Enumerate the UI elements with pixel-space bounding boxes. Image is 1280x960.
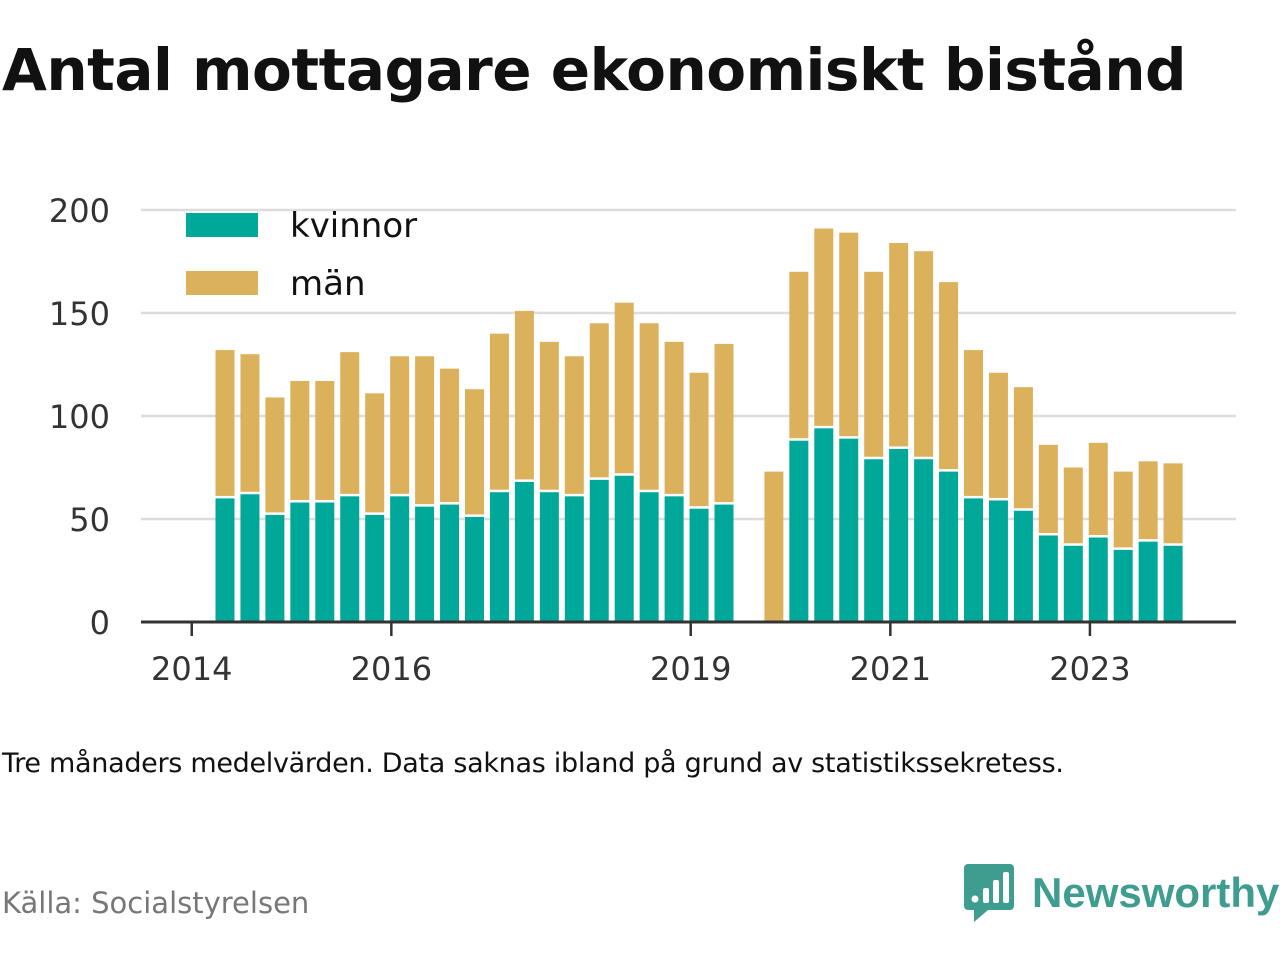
bar-man bbox=[240, 354, 260, 492]
bar-kvinnor bbox=[340, 496, 360, 622]
bar-kvinnor bbox=[614, 475, 634, 622]
bar-kvinnor bbox=[714, 504, 734, 622]
x-tick-label: 2016 bbox=[351, 650, 432, 688]
bar-man bbox=[814, 228, 834, 426]
bar-kvinnor bbox=[539, 492, 559, 622]
chart-title: Antal mottagare ekonomiskt bistånd bbox=[2, 36, 1187, 104]
bar-kvinnor bbox=[564, 496, 584, 622]
bar-man bbox=[964, 350, 983, 496]
bar-man bbox=[265, 397, 285, 513]
x-tick-label: 2021 bbox=[850, 650, 931, 688]
bar-kvinnor bbox=[465, 516, 484, 622]
bar-man bbox=[514, 310, 534, 480]
bar-man bbox=[589, 323, 609, 478]
legend-label: män bbox=[290, 264, 366, 304]
brand-name: Newsworthy bbox=[1032, 869, 1280, 916]
bar-man bbox=[639, 323, 659, 490]
bar-man bbox=[839, 232, 859, 437]
bar-kvinnor bbox=[1063, 545, 1083, 622]
bar-man bbox=[689, 372, 709, 507]
bar-man bbox=[939, 282, 959, 470]
bar-kvinnor bbox=[1113, 549, 1133, 622]
bar-man bbox=[1113, 471, 1133, 548]
bar-man bbox=[864, 271, 884, 457]
bar-kvinnor bbox=[415, 506, 435, 622]
bar-kvinnor bbox=[365, 514, 385, 622]
bar-man bbox=[889, 242, 909, 447]
bar-kvinnor bbox=[440, 504, 460, 622]
legend: kvinnor män bbox=[186, 206, 417, 304]
x-tick-label: 2019 bbox=[650, 650, 731, 688]
bar-man bbox=[365, 393, 385, 513]
bar-man bbox=[1063, 467, 1083, 544]
bar-man bbox=[539, 341, 559, 490]
bar-kvinnor bbox=[1088, 537, 1108, 622]
axes: 0 50 100 150 200 2014 2016 2019 2021 2023 bbox=[49, 192, 1236, 688]
stacked-bar-chart: 0 50 100 150 200 2014 2016 2019 2021 2023 kvinnor… bbox=[49, 192, 1236, 688]
x-tick-label: 2014 bbox=[151, 650, 232, 688]
bars bbox=[215, 228, 1183, 622]
bar-man bbox=[215, 350, 235, 496]
bar-man bbox=[440, 368, 460, 503]
bar-man bbox=[789, 271, 809, 439]
bar-kvinnor bbox=[265, 514, 285, 622]
bar-kvinnor bbox=[1138, 541, 1158, 622]
bar-kvinnor bbox=[290, 502, 310, 622]
bar-man bbox=[390, 356, 410, 494]
bar-kvinnor bbox=[939, 471, 959, 622]
bar-kvinnor bbox=[664, 496, 684, 622]
bar-kvinnor bbox=[514, 481, 534, 622]
bar-kvinnor bbox=[789, 440, 809, 622]
bar-kvinnor bbox=[1163, 545, 1183, 622]
bar-kvinnor bbox=[489, 492, 509, 622]
bar-kvinnor bbox=[988, 500, 1008, 622]
bar-man bbox=[764, 471, 784, 622]
bar-man bbox=[1013, 387, 1033, 509]
y-tick-label: 50 bbox=[69, 501, 110, 539]
y-tick-label: 0 bbox=[90, 604, 110, 642]
bar-man bbox=[1088, 442, 1108, 536]
bar-kvinnor bbox=[689, 508, 709, 622]
legend-label: kvinnor bbox=[290, 206, 417, 246]
x-tick-label: 2023 bbox=[1049, 650, 1130, 688]
bar-kvinnor bbox=[814, 428, 834, 622]
y-tick-label: 150 bbox=[49, 295, 110, 333]
bar-kvinnor bbox=[240, 494, 260, 622]
bar-kvinnor bbox=[589, 479, 609, 622]
y-tick-label: 100 bbox=[49, 398, 110, 436]
bar-kvinnor bbox=[639, 492, 659, 622]
bar-kvinnor bbox=[390, 496, 410, 622]
bar-man bbox=[489, 333, 509, 490]
bar-kvinnor bbox=[1013, 510, 1033, 622]
bar-kvinnor bbox=[839, 438, 859, 622]
source-text: Källa: Socialstyrelsen bbox=[2, 886, 310, 920]
bar-man bbox=[1138, 461, 1158, 540]
bar-kvinnor bbox=[914, 459, 934, 622]
bar-kvinnor bbox=[215, 498, 235, 622]
bar-man bbox=[465, 389, 484, 515]
bar-kvinnor bbox=[964, 498, 983, 622]
bar-kvinnor bbox=[864, 459, 884, 622]
bar-man bbox=[664, 341, 684, 494]
bar-man bbox=[564, 356, 584, 494]
bar-man bbox=[714, 343, 734, 503]
bar-man bbox=[614, 302, 634, 474]
bar-kvinnor bbox=[889, 448, 909, 622]
bar-man bbox=[914, 251, 934, 457]
bar-man bbox=[415, 356, 435, 505]
brand-logo: Newsworthy bbox=[964, 864, 1279, 922]
chart-note: Tre månaders medelvärden. Data saknas ib… bbox=[2, 748, 1064, 779]
y-tick-label: 200 bbox=[49, 192, 110, 230]
legend-swatch bbox=[186, 271, 258, 295]
bar-kvinnor bbox=[1038, 535, 1058, 622]
bar-man bbox=[1038, 444, 1058, 533]
bar-man bbox=[988, 372, 1008, 498]
bar-man bbox=[315, 380, 335, 501]
bar-man bbox=[290, 380, 310, 501]
newsworthy-logo-icon bbox=[964, 864, 1014, 922]
bar-man bbox=[340, 352, 360, 494]
legend-swatch bbox=[186, 213, 258, 237]
bar-kvinnor bbox=[315, 502, 335, 622]
bar-man bbox=[1163, 463, 1183, 544]
